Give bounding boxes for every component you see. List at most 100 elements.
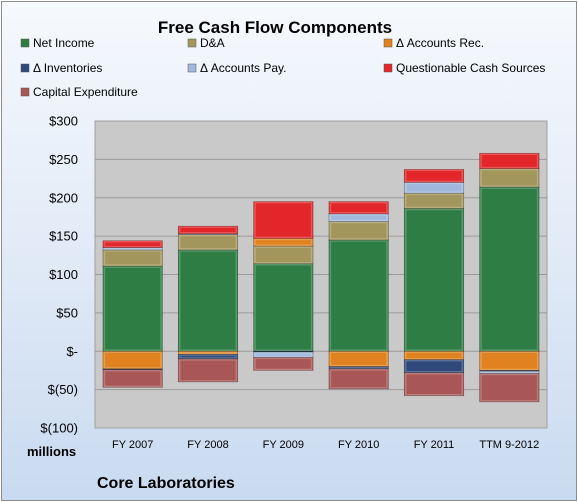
legend-swatch-accounts-rec xyxy=(383,38,393,48)
bar-highlight xyxy=(254,246,313,264)
bar-accounts-rec-ttm-9-2012 xyxy=(479,350,540,371)
bar-d-a-fy-2007 xyxy=(102,249,163,267)
bar-net-income-fy-2010 xyxy=(328,239,389,352)
y-tick-label: $150 xyxy=(49,229,78,244)
company-name: Core Laboratories xyxy=(97,475,235,492)
bar-highlight xyxy=(404,359,464,373)
bar-highlight xyxy=(254,238,313,246)
legend-swatch-accounts-pay xyxy=(187,63,197,73)
legend-label-accounts-rec: Δ Accounts Rec. xyxy=(396,36,484,50)
bar-highlight xyxy=(103,369,162,388)
y-tick-label: $50 xyxy=(56,305,78,320)
bar-capital-expenditure-fy-2008 xyxy=(177,358,239,383)
gridlines xyxy=(95,158,547,391)
legend: Net Income D&A Δ Accounts Rec. Δ Inventorie… xyxy=(20,36,545,99)
bar-highlight xyxy=(103,351,162,369)
bar-accounts-rec-fy-2010 xyxy=(328,350,389,367)
bar-highlight xyxy=(480,351,539,371)
bar-questionable-cash-sources-fy-2007 xyxy=(102,240,163,248)
y-tick-label: $100 xyxy=(49,267,78,282)
bar-inventories-fy-2011 xyxy=(403,359,465,374)
x-axis-ticks: FY 2007 FY 2008 FY 2009 FY 2010 FY 2011 TTM 9… xyxy=(112,439,539,451)
bar-questionable-cash-sources-fy-2009 xyxy=(253,201,314,239)
bar-capital-expenditure-fy-2009 xyxy=(253,357,314,371)
bar-highlight xyxy=(480,187,539,351)
bar-highlight xyxy=(329,214,388,222)
y-tick-label: $300 xyxy=(49,114,78,129)
bar-highlight xyxy=(404,208,464,351)
bar-questionable-cash-sources-fy-2011 xyxy=(403,169,465,183)
bar-inventories-fy-2007 xyxy=(102,368,163,370)
bar-highlight xyxy=(404,169,464,183)
bar-highlight xyxy=(103,266,162,351)
bar-capital-expenditure-fy-2011 xyxy=(403,372,465,397)
bar-questionable-cash-sources-fy-2010 xyxy=(328,201,389,215)
bar-d-a-fy-2011 xyxy=(403,192,465,209)
legend-label-accounts-pay: Δ Accounts Pay. xyxy=(200,61,287,75)
bar-accounts-rec-fy-2009 xyxy=(253,238,314,247)
legend-swatch-inventories xyxy=(20,63,30,73)
bar-highlight xyxy=(178,359,238,382)
bar-d-a-fy-2010 xyxy=(328,221,389,241)
bar-net-income-fy-2007 xyxy=(102,265,163,352)
y-axis-unit-label: millions xyxy=(27,444,76,459)
x-tick-label: FY 2007 xyxy=(112,439,153,451)
bar-highlight xyxy=(329,351,388,367)
bar-questionable-cash-sources-fy-2008 xyxy=(177,225,239,235)
bar-highlight xyxy=(480,153,539,169)
legend-label-inventories: Δ Inventories xyxy=(33,61,102,75)
x-tick-label: FY 2009 xyxy=(263,439,304,451)
bar-net-income-fy-2009 xyxy=(253,263,314,352)
legend-label-questionable-cash-sources: Questionable Cash Sources xyxy=(396,61,545,75)
bars xyxy=(102,152,540,403)
x-tick-label: FY 2010 xyxy=(338,439,379,451)
bar-highlight xyxy=(178,234,238,250)
legend-swatch-net-income xyxy=(20,38,30,48)
bar-highlight xyxy=(178,226,238,234)
bar-highlight xyxy=(404,372,464,396)
bar-capital-expenditure-ttm-9-2012 xyxy=(479,373,540,403)
bar-accounts-pay-fy-2009 xyxy=(253,351,314,358)
bar-capital-expenditure-fy-2007 xyxy=(102,369,163,388)
y-tick-label: $(100) xyxy=(40,421,78,436)
bar-highlight xyxy=(178,354,238,359)
y-tick-label: $- xyxy=(66,344,78,359)
bar-d-a-fy-2009 xyxy=(253,245,314,265)
bar-highlight xyxy=(254,264,313,352)
x-tick-label: TTM 9-2012 xyxy=(479,439,539,451)
bar-net-income-fy-2008 xyxy=(177,249,239,352)
y-axis-ticks: $300 $250 $200 $150 $100 $50 $- $(50) $(100) xyxy=(40,114,78,436)
y-tick-label: $200 xyxy=(49,190,78,205)
legend-label-net-income: Net Income xyxy=(33,36,95,50)
legend-swatch-questionable-cash-sources xyxy=(383,63,393,73)
bar-highlight xyxy=(329,201,388,214)
bar-d-a-fy-2008 xyxy=(177,234,239,251)
bar-questionable-cash-sources-ttm-9-2012 xyxy=(479,152,540,169)
bar-highlight xyxy=(254,352,313,358)
y-tick-label: $250 xyxy=(49,152,78,167)
bar-highlight xyxy=(329,240,388,351)
bar-highlight xyxy=(404,182,464,193)
bar-highlight xyxy=(178,250,238,351)
bar-highlight xyxy=(404,351,464,360)
bar-capital-expenditure-fy-2010 xyxy=(328,368,389,390)
legend-label-d-a: D&A xyxy=(200,36,225,50)
bar-highlight xyxy=(103,250,162,266)
legend-swatch-capital-expenditure xyxy=(20,87,30,97)
bar-accounts-rec-fy-2007 xyxy=(102,350,163,370)
bar-d-a-ttm-9-2012 xyxy=(479,168,540,188)
y-tick-label: $(50) xyxy=(48,382,78,397)
bar-highlight xyxy=(254,201,313,239)
x-tick-label: FY 2008 xyxy=(187,439,228,451)
bar-highlight xyxy=(103,240,162,248)
bar-highlight xyxy=(254,357,313,371)
bar-highlight xyxy=(480,168,539,187)
bar-highlight xyxy=(480,373,539,402)
chart-title: Free Cash Flow Components xyxy=(158,18,392,37)
bar-accounts-pay-ttm-9-2012 xyxy=(479,370,540,374)
bar-highlight xyxy=(329,221,388,240)
bar-highlight xyxy=(178,351,238,355)
bar-net-income-ttm-9-2012 xyxy=(479,186,540,352)
bar-net-income-fy-2011 xyxy=(403,208,465,352)
